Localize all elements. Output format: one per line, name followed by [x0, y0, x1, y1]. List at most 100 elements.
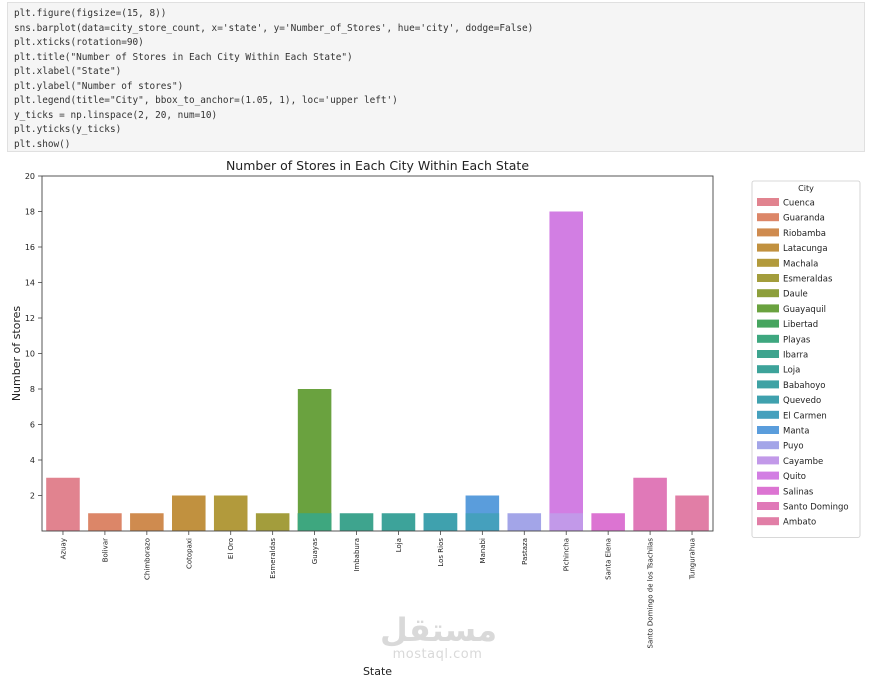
watermark-logo: مستقل mostaql.com [380, 611, 498, 662]
legend-label: Quevedo [783, 396, 821, 406]
legend-swatch [757, 365, 779, 374]
legend-swatch [757, 243, 779, 252]
bar [88, 513, 122, 531]
y-tick-label: 20 [25, 172, 35, 181]
watermark-arabic: مستقل [380, 611, 498, 649]
legend-swatch [757, 350, 779, 358]
x-tick-label: Pichincha [563, 538, 571, 571]
bar [381, 513, 416, 531]
code-cell[interactable]: plt.figure(figsize=(15, 8)) sns.barplot(… [7, 2, 865, 152]
x-tick-label: Cotopaxi [185, 538, 193, 569]
code-line: plt.figure(figsize=(15, 8)) [14, 8, 167, 19]
code-line: y_ticks = np.linspace(2, 20, num=10) [14, 109, 218, 121]
x-tick-label: Los Rios [437, 538, 445, 567]
legend-label: Riobamba [783, 229, 826, 239]
legend-swatch [757, 486, 779, 495]
legend-label: Daule [783, 290, 808, 300]
code-line: plt.title("Number of Stores in Each City… [14, 51, 353, 63]
y-tick-label: 8 [30, 385, 35, 394]
y-axis-label: Number of stores [10, 306, 23, 402]
legend-swatch [757, 289, 779, 298]
bar-chart: 2 4 6 8 10 12 14 16 18 20 Azuay Bolivar Chimborazo Co… [10, 158, 861, 678]
x-tick-label: Pastaza [521, 538, 529, 565]
bar [675, 495, 709, 531]
legend-swatch [757, 213, 779, 222]
bar [549, 513, 583, 531]
legend-label: Ibarra [783, 351, 808, 361]
legend-label: Esmeraldas [783, 275, 833, 285]
x-tick-label: Tungurahua [689, 538, 697, 580]
legend-swatch [757, 334, 779, 343]
legend-label: El Carmen [783, 411, 827, 421]
legend-label: Machala [783, 259, 818, 269]
legend-label: Puyo [783, 442, 804, 452]
code-line: plt.yticks(y_ticks) [14, 124, 122, 135]
legend-swatch [757, 274, 779, 282]
legend-swatch [757, 441, 779, 450]
legend-swatch [757, 471, 779, 480]
x-tick-label: Manabi [479, 538, 487, 563]
bar [423, 513, 458, 531]
legend-swatch [757, 456, 779, 465]
x-tick-label: Chimborazo [143, 538, 151, 580]
x-tick-label: Santa Elena [605, 538, 613, 580]
bar [339, 513, 374, 531]
legend-label: Quito [783, 472, 806, 482]
legend-label: Loja [783, 366, 800, 376]
y-tick-label: 18 [25, 208, 35, 217]
bar [549, 211, 583, 531]
legend-label: Salinas [783, 487, 814, 497]
legend-label: Cuenca [783, 199, 815, 209]
legend-swatch [757, 228, 779, 237]
y-tick-label: 14 [25, 279, 35, 288]
y-tick-label: 12 [25, 314, 35, 323]
legend-title: City [798, 184, 814, 193]
bar [633, 477, 667, 531]
legend-label: Playas [783, 335, 811, 345]
code-line: sns.barplot(data=city_store_count, x='st… [14, 22, 534, 34]
bar [255, 513, 290, 531]
code-line: plt.xlabel("State") [14, 66, 122, 77]
legend-swatch [757, 502, 779, 510]
chart-output: 2 4 6 8 10 12 14 16 18 20 Azuay Bolivar Chimborazo Co… [0, 152, 873, 682]
x-tick-label: El Oro [227, 538, 235, 559]
code-line: plt.legend(title="City", bbox_to_anchor=… [14, 95, 398, 106]
code-line: plt.xticks(rotation=90) [14, 37, 144, 48]
code-line: plt.show() [14, 138, 71, 150]
legend-swatch [757, 426, 779, 434]
legend-label: Babahoyo [783, 381, 825, 391]
code-line: plt.ylabel("Number of stores") [14, 80, 184, 92]
x-tick-label: Bolivar [101, 538, 109, 562]
bar [465, 513, 500, 531]
legend-label: Guaranda [783, 214, 825, 224]
legend-swatch [757, 258, 779, 267]
legend-label: Cayambe [783, 457, 823, 467]
legend-label: Latacunga [783, 244, 828, 254]
x-tick-label: Loja [395, 538, 403, 552]
x-tick-label: Guayas [311, 538, 319, 565]
bar [130, 513, 164, 531]
bar [172, 495, 206, 531]
x-tick-label: Azuay [59, 538, 67, 559]
chart-title: Number of Stores in Each City Within Eac… [226, 158, 529, 173]
bar [297, 513, 332, 531]
legend-label: Ambato [783, 518, 816, 528]
watermark-latin: mostaql.com [392, 647, 483, 662]
bar [591, 513, 625, 531]
legend-label: Guayaquil [783, 305, 826, 315]
legend-swatch [757, 198, 779, 206]
x-axis-label: State [363, 665, 392, 678]
legend-swatch [757, 410, 779, 419]
legend-label: Santo Domingo [783, 503, 849, 513]
legend-swatch [757, 380, 779, 389]
legend-swatch [757, 304, 779, 313]
x-tick-label: Esmeraldas [269, 538, 277, 579]
plot-frame [41, 175, 714, 532]
y-tick-label: 2 [30, 492, 35, 501]
x-tick-label: Santo Domingo de los Tsachilas [647, 538, 655, 649]
y-tick-label: 4 [30, 456, 35, 465]
legend-swatch [757, 395, 779, 404]
legend-label: Manta [783, 427, 809, 437]
legend-swatch [757, 517, 779, 526]
bar [46, 477, 80, 531]
